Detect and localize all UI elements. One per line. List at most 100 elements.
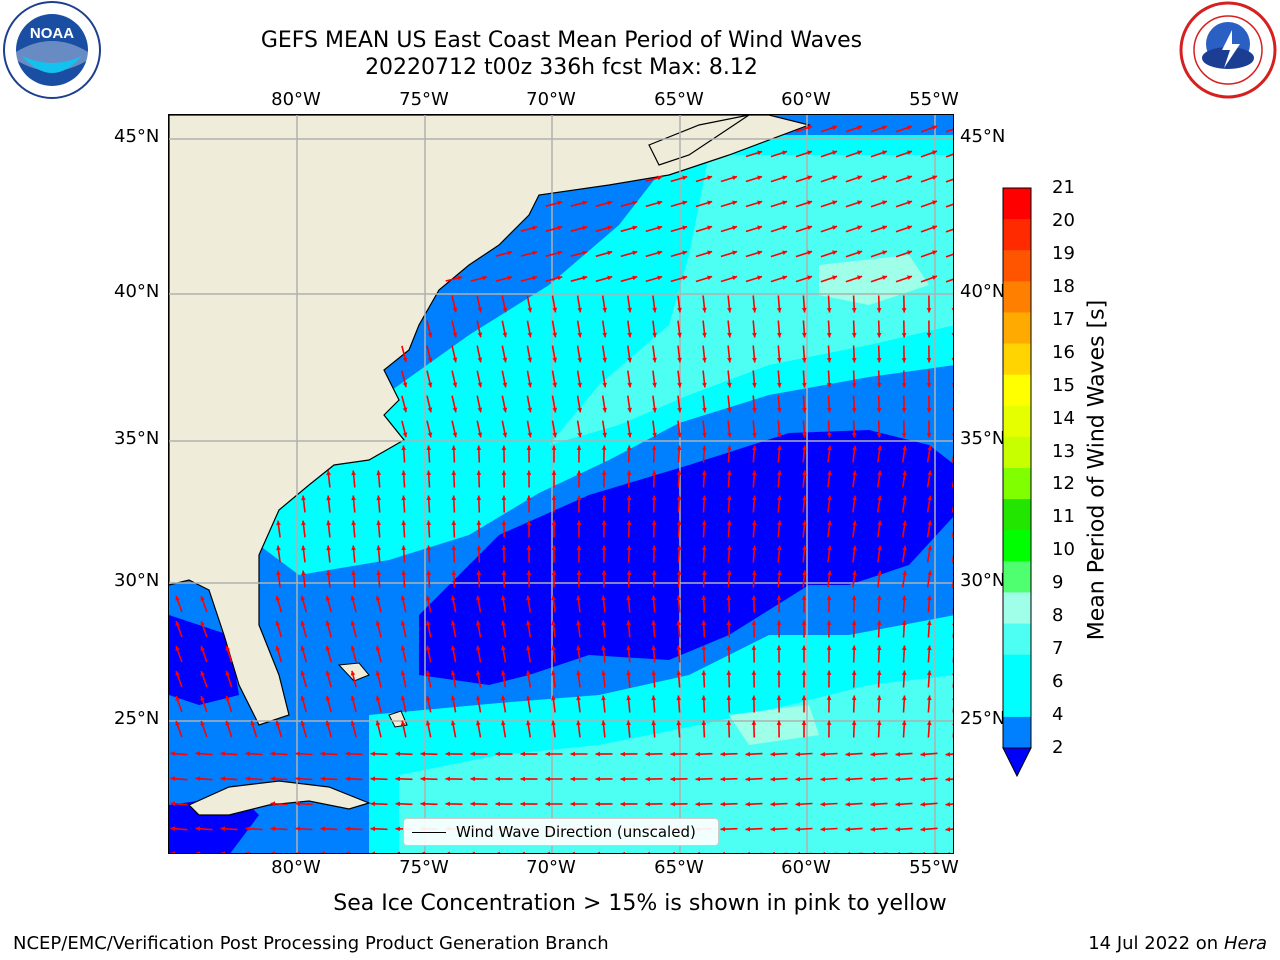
wave-direction-arrowhead [577,382,582,388]
wave-direction-arrowhead [400,670,406,676]
colorbar-swatch [1003,592,1031,625]
colorbar-swatch [1003,188,1031,220]
wave-direction-arrowhead [827,570,832,576]
wave-direction-arrowhead [475,595,481,601]
wave-direction-arrowhead [526,620,531,626]
colorbar-tick-label: 6 [1052,671,1064,693]
wave-direction-arrowhead [882,150,887,155]
wave-direction-arrowhead [395,801,400,807]
wave-direction-arrowhead [607,225,613,231]
wave-direction-arrowhead [726,645,732,650]
wave-direction-arrowhead [777,570,782,576]
wave-direction-arrowhead [945,752,951,757]
wave-direction-arrowhead [677,332,682,338]
wave-direction-arrowhead [582,225,588,231]
wave-direction-arrowhead [370,826,375,832]
wave-direction-arrowhead [952,623,953,625]
wave-direction-arrowhead [370,751,375,757]
wave-direction-arrowhead [320,826,325,832]
wave-direction-arrowhead [200,596,205,601]
wave-direction-arrowhead [351,520,356,526]
wave-direction-arrowhead [832,125,838,130]
wave-direction-arrowhead [632,250,638,256]
wave-direction-arrowhead [952,448,953,450]
wave-direction-arrowhead [757,150,763,156]
wave-direction-arrow [170,852,177,853]
wave-direction-arrowhead [171,851,176,853]
wave-direction-arrowhead [472,851,475,853]
wave-direction-arrowhead [926,670,932,676]
wave-direction-arrowhead [350,720,356,726]
wave-direction-arrowhead [927,520,932,526]
wave-direction-arrowhead [851,670,857,675]
wave-direction-arrowhead [526,720,531,726]
wave-direction-arrowhead [676,445,682,450]
wave-direction-arrowhead [576,570,582,575]
lon-tick-top: 55°W [909,89,959,110]
wave-direction-arrowhead [952,498,953,500]
wave-direction-arrowhead [627,332,632,338]
wave-direction-arrowhead [426,520,432,525]
wave-direction-arrowhead [876,333,882,338]
wave-direction-arrowhead [622,851,625,853]
wave-direction-arrowhead [732,250,738,256]
wave-direction-arrowhead [902,495,907,501]
wave-direction-arrowhead [907,125,912,130]
wave-direction-arrowhead [651,570,657,575]
legend-label: Wind Wave Direction (unscaled) [456,823,696,841]
wave-direction-arrowhead [932,175,937,180]
wave-direction-arrowhead [870,751,876,757]
wave-direction-arrowhead [527,407,533,413]
wave-direction-arrowhead [451,520,457,525]
wave-direction-arrowhead [652,357,657,363]
colorbar-tick-label: 15 [1052,374,1075,396]
wave-direction-arrowhead [427,332,433,338]
wave-direction-arrowhead [926,408,932,413]
wave-direction-arrowhead [682,175,688,181]
wave-direction-arrowhead [570,801,575,807]
wave-direction-arrowhead [757,200,763,206]
land-nova-scotia [648,115,750,166]
wave-direction-arrowhead [877,520,882,526]
wave-direction-arrowhead [677,382,682,388]
wave-direction-arrowhead [196,851,201,853]
lon-tick-bottom: 70°W [526,857,576,878]
wave-direction-arrowhead [702,307,707,313]
wave-direction-arrowhead [726,595,732,600]
wave-direction-arrowhead [782,200,788,205]
wave-direction-arrowhead [701,495,707,500]
wave-direction-arrowhead [720,826,725,832]
wave-direction-arrowhead [820,826,825,832]
wave-direction-arrowhead [826,308,832,313]
wave-direction-arrowhead [676,470,682,475]
wave-direction-arrowhead [826,620,832,625]
wave-direction-arrowhead [907,175,912,180]
wave-direction-arrowhead [845,776,851,782]
wave-direction-arrow [270,852,276,853]
wave-direction-arrowhead [901,333,907,338]
wave-direction-arrowhead [601,520,607,525]
wave-direction-arrowhead [427,382,433,388]
wave-direction-arrowhead [220,751,226,757]
wave-direction-arrowhead [895,776,901,782]
wave-direction-arrowhead [902,470,907,476]
wave-direction-arrowhead [677,432,682,438]
wave-direction-arrowhead [902,445,907,451]
wave-direction-arrowhead [582,250,588,256]
wave-direction-arrowhead [677,357,682,363]
wave-direction-arrowhead [895,801,901,807]
wave-direction-arrowhead [425,620,431,626]
wave-direction-arrowhead [595,776,600,782]
wave-direction-arrowhead [495,776,500,782]
wave-direction-arrowhead [426,470,432,475]
wave-direction-arrowhead [450,595,456,601]
wind-wave-arrows [170,125,953,853]
period-band-6-8 [399,155,953,853]
wave-direction-arrowhead [752,445,757,451]
footer-left: NCEP/EMC/Verification Post Processing Pr… [13,933,609,954]
wave-direction-arrowhead [927,545,932,551]
wave-direction-arrowhead [552,307,558,313]
wave-direction-arrowhead [425,695,431,701]
wave-direction-arrowhead [475,670,481,676]
wave-direction-arrowhead [526,695,531,701]
